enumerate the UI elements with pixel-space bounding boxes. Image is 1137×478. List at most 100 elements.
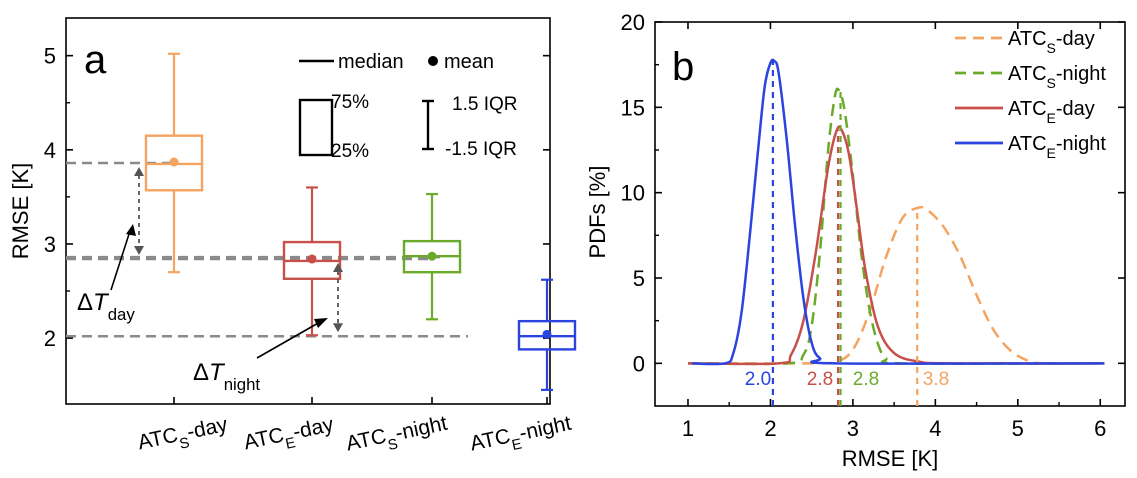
- b-legend-label-3-base: ATC: [1008, 133, 1047, 155]
- b-ytick-label-15: 15: [621, 95, 645, 120]
- b-ytick-label-20: 20: [621, 10, 645, 35]
- a-category-label-suffix: -night: [517, 412, 573, 445]
- legend-whisker-top-label: 1.5 IQR: [452, 94, 517, 115]
- a-xtick-label-2: ATCS-night: [344, 412, 451, 463]
- panel-b-markers: 3.8 2.8 2.8 2.0: [745, 61, 949, 406]
- a-delta-label-night: ΔTnight: [193, 359, 260, 394]
- b-series-line-0: [687, 205, 1101, 365]
- b-ytick-label-10: 10: [621, 181, 645, 206]
- panel-b-ylabel: PDFs [%]: [585, 166, 610, 259]
- legend-mean-label: mean: [444, 51, 494, 73]
- a-delta-symbol: Δ: [77, 289, 93, 316]
- b-legend-label-3: ATCE-night: [1008, 133, 1106, 161]
- panel-a-ylabel: RMSE [K]: [8, 163, 33, 260]
- b-peak-marker-label-1: 2.8: [853, 369, 879, 390]
- a-delta-pointer-head: [314, 318, 328, 328]
- a-delta-var: T: [209, 359, 226, 386]
- a-box-0: [144, 52, 204, 274]
- a-category-label-sub: E: [284, 435, 297, 453]
- b-xtick-label-2: 2: [764, 416, 776, 441]
- panel-a-boxes: [144, 52, 577, 391]
- b-series-line-3: [692, 58, 1105, 366]
- legend-q1-label: 25%: [331, 141, 369, 162]
- panel-b-axes: 1 2 3 4 5 6 0 5 10 15 20: [621, 10, 1125, 441]
- a-delta-pointer-head: [126, 224, 136, 236]
- a-category-label-suffix: -night: [393, 412, 449, 445]
- b-peak-marker-label-3: 2.0: [745, 369, 771, 390]
- panel-b-label: b: [672, 45, 694, 89]
- a-category-label-sub: E: [510, 436, 523, 454]
- b-xtick-label-1: 1: [682, 416, 694, 441]
- a-category-label-suffix: -day: [185, 413, 230, 444]
- a-category-label-base: ATC: [468, 425, 512, 456]
- b-series-line-1: [687, 87, 1101, 366]
- a-delta-pointer: [110, 230, 131, 291]
- legend-whisker-bottom-label: -1.5 IQR: [445, 139, 517, 160]
- a-category-label-sub: S: [178, 435, 191, 453]
- b-xtick-label-6: 6: [1094, 416, 1106, 441]
- a-box-2: [402, 192, 462, 321]
- a-box-mean: [542, 329, 552, 339]
- panel-a-x-axis: ATCS-day ATCE-day ATCS-night ATCE-night: [136, 397, 573, 463]
- b-legend-label-0-base: ATC: [1008, 28, 1047, 50]
- b-legend-label-2-suffix: -day: [1056, 98, 1095, 120]
- a-ytick-label-5: 5: [44, 44, 56, 69]
- a-category-label-base: ATC: [136, 423, 180, 454]
- b-peak-marker-label-0: 3.8: [923, 369, 949, 390]
- b-legend-label-1: ATCS-night: [1008, 63, 1106, 91]
- a-box-3: [517, 278, 577, 391]
- b-peak-marker-label-2: 2.8: [807, 369, 833, 390]
- panel-a-label: a: [84, 38, 107, 82]
- b-series-line-2: [687, 125, 1105, 366]
- legend-median-label: median: [338, 51, 404, 73]
- b-legend-label-3-suffix: -night: [1056, 133, 1106, 155]
- a-ytick-label-2: 2: [44, 326, 56, 351]
- panel-b-plot-frame: [654, 21, 1126, 407]
- b-ytick-label-5: 5: [633, 266, 645, 291]
- b-legend-label-2-base: ATC: [1008, 98, 1047, 120]
- a-delta-sub: night: [224, 375, 261, 394]
- a-delta-arrow-head: [333, 263, 343, 273]
- a-category-label-suffix: -day: [291, 413, 336, 444]
- b-xtick-label-5: 5: [1012, 416, 1024, 441]
- a-delta-label-day: ΔTday: [77, 289, 135, 324]
- b-legend-label-0-sub: S: [1047, 40, 1056, 56]
- a-delta-arrow-head: [333, 323, 343, 333]
- b-xtick-label-4: 4: [929, 416, 941, 441]
- a-delta-sub: day: [108, 305, 136, 324]
- a-xtick-label-1: ATCE-day: [242, 413, 338, 461]
- panel-a-plot-frame: [65, 17, 551, 405]
- panel-a-y-axis: 2 3 4 5: [44, 44, 550, 351]
- a-delta-arrow-head: [134, 166, 144, 176]
- b-legend-label-0: ATCS-day: [1008, 28, 1095, 56]
- b-xtick-label-3: 3: [847, 416, 859, 441]
- a-category-label-base: ATC: [344, 425, 388, 456]
- b-legend-label-1-sub: S: [1047, 75, 1056, 91]
- legend-box-symbol: [298, 98, 334, 157]
- panel-a-legend: median mean 75% 25% 1.5 IQR -1.5 IQR: [298, 51, 517, 162]
- a-category-label: ATCS-day: [136, 413, 232, 461]
- a-xtick-label-0: ATCS-day: [136, 413, 232, 461]
- a-box-mean: [307, 254, 317, 264]
- b-ytick-label-0: 0: [633, 351, 645, 376]
- b-legend-label-0-suffix: -day: [1056, 28, 1095, 50]
- b-legend-label-2: ATCE-day: [1008, 98, 1095, 126]
- a-category-label: ATCS-night: [344, 412, 451, 463]
- b-legend-label-1-base: ATC: [1008, 63, 1047, 85]
- a-delta-symbol: Δ: [193, 359, 209, 386]
- panel-b: b PDFs [%] RMSE [K] 1 2 3 4 5 6 0 5 10 15 20 3.8 2.…: [585, 10, 1126, 471]
- a-delta-var: T: [93, 289, 110, 316]
- a-box-1: [282, 186, 342, 337]
- b-legend-label-3-sub: E: [1047, 145, 1056, 161]
- a-category-label: ATCE-day: [242, 413, 338, 461]
- a-box-mean: [427, 251, 437, 261]
- a-ytick-label-4: 4: [44, 138, 56, 163]
- a-box-mean: [169, 157, 179, 167]
- b-legend-label-1-suffix: -night: [1056, 63, 1106, 85]
- a-xtick-label-3: ATCE-night: [468, 412, 573, 456]
- a-category-label-sub: S: [386, 436, 399, 454]
- a-category-label-base: ATC: [242, 423, 286, 454]
